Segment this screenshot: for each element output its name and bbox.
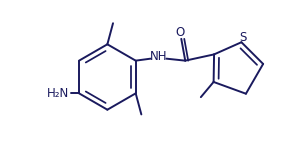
Text: NH: NH: [150, 50, 167, 63]
Text: S: S: [240, 31, 247, 44]
Text: O: O: [176, 26, 185, 39]
Text: H₂N: H₂N: [47, 87, 69, 100]
